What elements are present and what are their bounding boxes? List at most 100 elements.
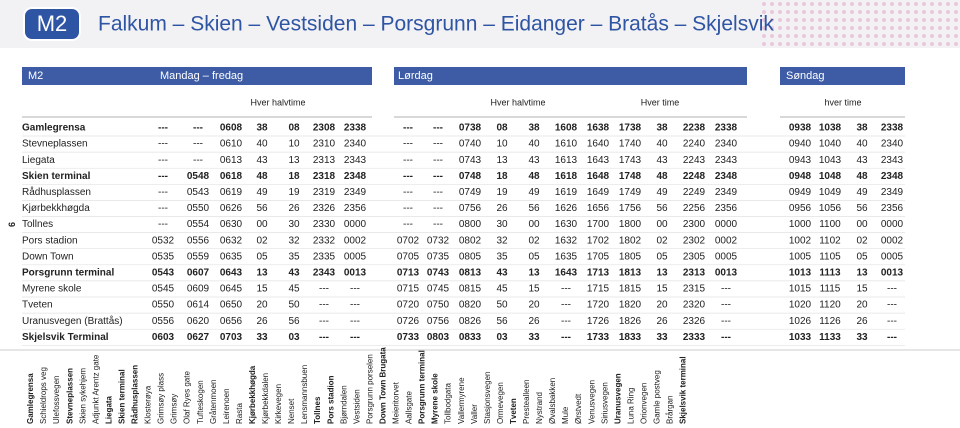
time: 1013 bbox=[789, 268, 812, 279]
time: 1048 bbox=[819, 171, 842, 182]
time: --- bbox=[721, 316, 731, 327]
time: 20 bbox=[856, 300, 868, 311]
time: --- bbox=[561, 284, 571, 295]
route-stop: Prestealleen bbox=[522, 380, 531, 424]
time: 15 bbox=[856, 284, 868, 295]
time: 05 bbox=[656, 251, 668, 262]
time: 56 bbox=[856, 203, 868, 214]
time: --- bbox=[158, 139, 168, 150]
time: 1038 bbox=[819, 123, 842, 134]
time: 1638 bbox=[587, 123, 610, 134]
time: 0559 bbox=[187, 251, 210, 262]
route-stop: Brårgan bbox=[666, 396, 675, 424]
time: 43 bbox=[856, 155, 868, 166]
time: 05 bbox=[528, 251, 540, 262]
stop-name: Tveten bbox=[22, 300, 53, 311]
time: --- bbox=[561, 316, 571, 327]
time: 2338 bbox=[344, 123, 367, 134]
time: 10 bbox=[496, 139, 508, 150]
decoration bbox=[760, 0, 960, 48]
time: --- bbox=[158, 123, 168, 134]
time: 1705 bbox=[587, 251, 610, 262]
time: --- bbox=[193, 123, 203, 134]
time: 2302 bbox=[683, 235, 706, 246]
route-stop: Øvalsbakken bbox=[548, 378, 557, 424]
time: 05 bbox=[256, 251, 268, 262]
time: 56 bbox=[288, 316, 300, 327]
route-stop: Tollnes bbox=[313, 396, 322, 424]
time: 1815 bbox=[619, 284, 642, 295]
route-stop: Bjørndalen bbox=[339, 385, 348, 424]
time: 33 bbox=[256, 332, 268, 343]
time: 56 bbox=[256, 203, 268, 214]
route-stop: Stevneplassen bbox=[65, 368, 74, 424]
time: 0550 bbox=[187, 203, 210, 214]
time: 2338 bbox=[715, 123, 738, 134]
time: 1833 bbox=[619, 332, 642, 343]
time: 0635 bbox=[220, 251, 243, 262]
time: 1702 bbox=[587, 235, 610, 246]
time: 0543 bbox=[187, 187, 210, 198]
time: 49 bbox=[856, 187, 868, 198]
time: 35 bbox=[496, 251, 508, 262]
stop-name: Tollnes bbox=[22, 219, 53, 230]
badge-text: M2 bbox=[37, 11, 68, 36]
time: 1649 bbox=[587, 187, 610, 198]
time: 13 bbox=[656, 268, 668, 279]
time: 0013 bbox=[881, 268, 904, 279]
time: 0013 bbox=[344, 268, 367, 279]
time: 2330 bbox=[313, 219, 336, 230]
time: 1826 bbox=[619, 316, 642, 327]
time: 2343 bbox=[715, 155, 738, 166]
time: 0619 bbox=[220, 187, 243, 198]
time: --- bbox=[433, 203, 443, 214]
time: --- bbox=[887, 300, 897, 311]
time: --- bbox=[350, 332, 360, 343]
route-stop: Rådhusplassen bbox=[131, 365, 140, 424]
stop-name: Porsgrunn terminal bbox=[22, 268, 114, 279]
time: 1749 bbox=[619, 187, 642, 198]
route-stop: Porsgrunn porselen bbox=[365, 354, 374, 424]
time: --- bbox=[561, 332, 571, 343]
time: 00 bbox=[656, 219, 668, 230]
badge bbox=[23, 7, 81, 41]
route-stop: Tveten bbox=[509, 398, 518, 424]
time: 20 bbox=[528, 300, 540, 311]
band bbox=[780, 67, 905, 85]
route-stop: Gamlegrensa bbox=[26, 373, 35, 424]
route-stop: Gamle postveg bbox=[653, 370, 662, 424]
time: 32 bbox=[496, 235, 508, 246]
time: 2343 bbox=[344, 155, 367, 166]
time: 32 bbox=[288, 235, 300, 246]
stop-name: Skien terminal bbox=[22, 171, 91, 182]
time: 0949 bbox=[789, 187, 812, 198]
time: 49 bbox=[656, 187, 668, 198]
time: 1743 bbox=[619, 155, 642, 166]
time: 50 bbox=[288, 300, 300, 311]
time: 0733 bbox=[397, 332, 420, 343]
time: 0603 bbox=[152, 332, 175, 343]
time: --- bbox=[887, 284, 897, 295]
time: 1748 bbox=[619, 171, 642, 182]
time: 30 bbox=[288, 219, 300, 230]
stop-name: Pors stadion bbox=[22, 235, 78, 246]
time: 0556 bbox=[187, 235, 210, 246]
time: 45 bbox=[496, 284, 508, 295]
time: 0608 bbox=[220, 123, 243, 134]
time: 1619 bbox=[555, 187, 578, 198]
time: 10 bbox=[288, 139, 300, 150]
time: 0726 bbox=[397, 316, 420, 327]
time: 45 bbox=[288, 284, 300, 295]
time: 00 bbox=[856, 219, 868, 230]
time: 2238 bbox=[683, 123, 706, 134]
time: 43 bbox=[256, 155, 268, 166]
route-stop: Skien sykehjem bbox=[78, 368, 87, 424]
time: 1015 bbox=[789, 284, 812, 295]
time: --- bbox=[403, 155, 413, 166]
time: 20 bbox=[256, 300, 268, 311]
stop-name: Down Town bbox=[22, 251, 74, 262]
time: 0705 bbox=[397, 251, 420, 262]
time: 0626 bbox=[220, 203, 243, 214]
time: 0545 bbox=[152, 284, 175, 295]
time: 0805 bbox=[459, 251, 482, 262]
